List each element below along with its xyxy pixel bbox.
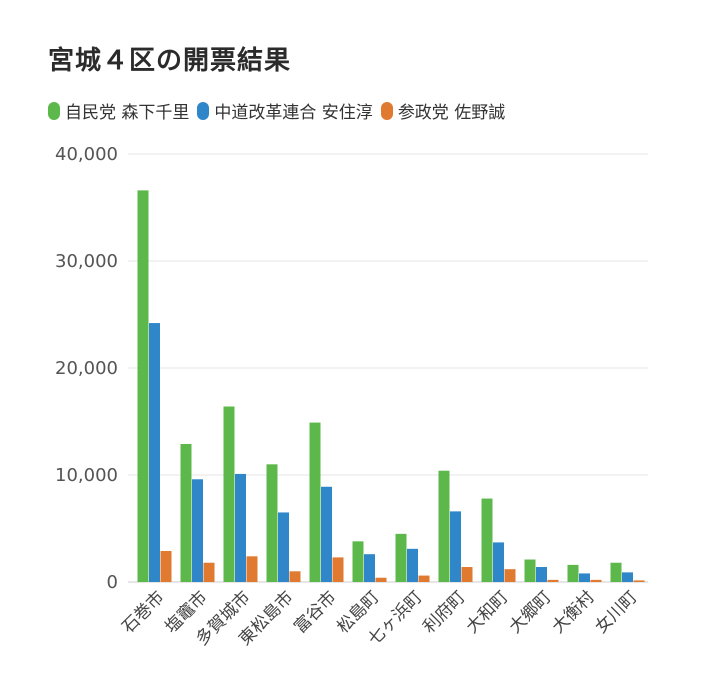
bar-sanseito	[461, 567, 473, 582]
legend-swatch-cra	[197, 101, 210, 120]
bar-ldp	[180, 443, 192, 582]
bar-cra	[407, 548, 418, 582]
bar-cra	[149, 323, 160, 582]
legend: 自民党 森下千里 中道改革連合 安住淳 参政党 佐野誠	[48, 98, 513, 123]
bar-sanseito	[332, 557, 344, 582]
x-category-label: 富谷市	[290, 587, 340, 637]
legend-item-ldp: 自民党 森下千里	[48, 98, 189, 123]
bar-ldp	[266, 464, 278, 582]
bar-sanseito	[504, 569, 516, 582]
bar-sanseito	[289, 571, 301, 582]
bar-ldp	[137, 190, 149, 582]
legend-item-sanseito: 参政党 佐野誠	[380, 98, 506, 123]
grid-lines	[128, 153, 648, 583]
y-tick-label: 40,000	[55, 144, 118, 165]
bar-cra	[450, 511, 461, 582]
y-tick-label: 10,000	[55, 465, 118, 486]
bar-sanseito	[203, 562, 215, 582]
legend-swatch-sanseito	[380, 101, 393, 120]
x-category-label: 女川町	[591, 587, 641, 637]
bar-ldp	[438, 470, 450, 582]
legend-swatch-ldp	[48, 101, 60, 120]
legend-item-cra: 中道改革連合 安住淳	[197, 98, 373, 123]
legend-label-ldp: 自民党 森下千里	[65, 103, 190, 123]
bar-cra	[235, 473, 246, 582]
legend-label-cra: 中道改革連合 安住淳	[214, 103, 373, 123]
x-category-label: 石巻市	[118, 587, 168, 637]
bar-sanseito	[418, 575, 430, 582]
bar-ldp	[567, 564, 579, 582]
bar-cra	[321, 486, 332, 582]
bar-ldp	[309, 422, 321, 582]
bar-cra	[192, 479, 203, 582]
bar-ldp	[395, 533, 407, 582]
bar-ldp	[481, 498, 493, 582]
y-axis-tick-labels: 0 10,000 20,000 30,000 40,000	[55, 144, 118, 593]
bar-cra	[493, 542, 504, 582]
bar-ldp	[610, 562, 622, 582]
bar-ldp	[524, 559, 536, 582]
bar-cra	[579, 573, 590, 582]
bar-ldp	[352, 541, 364, 582]
chart-title: 宮城４区の開票結果	[48, 46, 292, 76]
bar-ldp	[223, 406, 235, 582]
bars	[137, 190, 645, 582]
y-tick-label: 30,000	[55, 251, 118, 272]
x-category-label: 大衡村	[548, 587, 598, 637]
bar-sanseito	[160, 550, 172, 582]
bar-cra	[278, 512, 289, 582]
bar-cra	[364, 554, 375, 582]
bar-sanseito	[633, 580, 645, 582]
legend-label-sanseito: 参政党 佐野誠	[397, 103, 506, 123]
bar-sanseito	[590, 579, 602, 582]
y-tick-label: 0	[107, 572, 118, 593]
y-tick-label: 20,000	[55, 358, 118, 379]
x-category-label: 大和町	[462, 587, 512, 637]
bar-cra	[536, 567, 547, 582]
bar-sanseito	[375, 577, 387, 582]
bar-sanseito	[547, 579, 559, 582]
bar-cra	[622, 572, 633, 582]
x-category-label: 大郷町	[505, 587, 555, 637]
bar-sanseito	[246, 556, 258, 582]
x-category-label: 利府町	[419, 587, 469, 637]
